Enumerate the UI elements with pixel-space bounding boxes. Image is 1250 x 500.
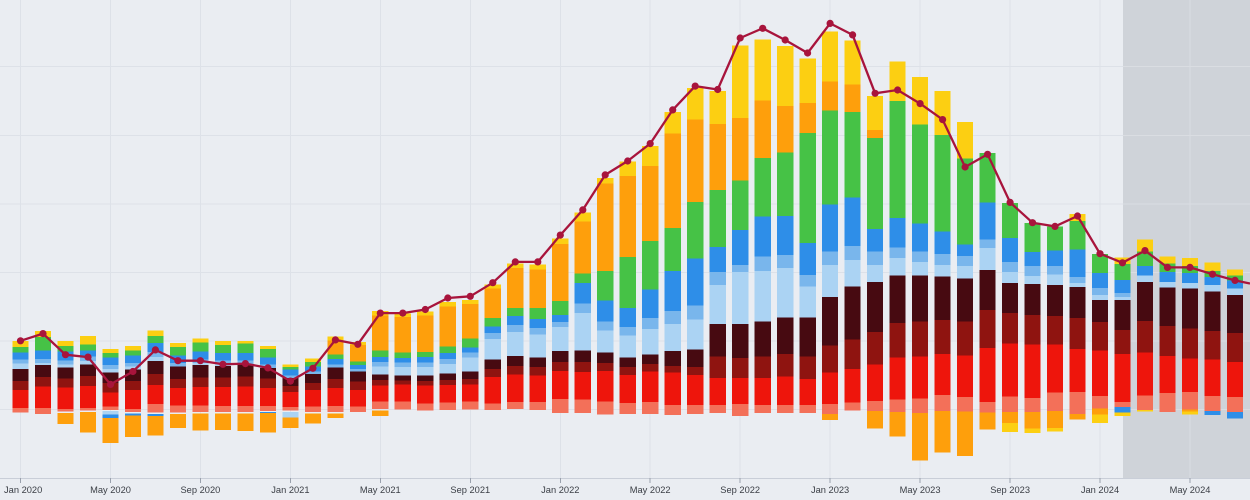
svg-text:Jan 2023: Jan 2023 (811, 485, 849, 495)
svg-text:Sep 2020: Sep 2020 (180, 485, 220, 495)
svg-text:Jan 2020: Jan 2020 (4, 485, 42, 495)
svg-text:May 2021: May 2021 (360, 485, 401, 495)
svg-text:Jan 2022: Jan 2022 (541, 485, 579, 495)
svg-text:May 2024: May 2024 (1170, 485, 1211, 495)
svg-text:Sep 2022: Sep 2022 (720, 485, 760, 495)
svg-text:Jan 2024: Jan 2024 (1081, 485, 1119, 495)
svg-text:Sep 2021: Sep 2021 (450, 485, 490, 495)
svg-text:May 2023: May 2023 (900, 485, 941, 495)
svg-text:May 2020: May 2020 (90, 485, 131, 495)
svg-text:Sep 2023: Sep 2023 (990, 485, 1030, 495)
svg-text:May 2022: May 2022 (630, 485, 671, 495)
svg-text:Jan 2021: Jan 2021 (271, 485, 309, 495)
